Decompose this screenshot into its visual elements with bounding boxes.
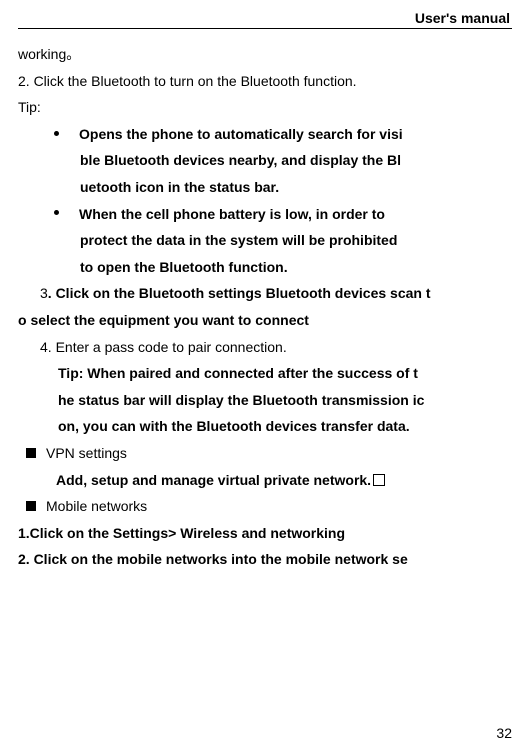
mobile-step-1b: Wireless and networking — [176, 525, 345, 541]
section-vpn: VPN settings — [18, 440, 512, 467]
mobile-step-1: 1.Click on the Settings> Wireless and ne… — [18, 520, 512, 547]
step-4: 4. Enter a pass code to pair connection. — [18, 334, 512, 361]
tip-paired: Tip: When paired and connected after the… — [18, 360, 512, 387]
vpn-title: VPN settings — [46, 445, 127, 461]
tip-bullet: When the cell phone battery is low, in o… — [18, 201, 512, 228]
tip-bullet-cont: protect the data in the system will be p… — [18, 227, 512, 254]
page-number: 32 — [496, 725, 512, 741]
step-3: 3. Click on the Bluetooth settings Bluet… — [18, 280, 512, 307]
placeholder-box-icon — [373, 474, 385, 486]
vpn-desc: Add, setup and manage virtual private ne… — [18, 467, 512, 494]
page-header: User's manual — [18, 10, 512, 28]
tip-text: When the cell phone battery is low, in o… — [79, 206, 385, 222]
body-line: working。 — [18, 41, 512, 68]
step-3-number: 3 — [40, 285, 48, 301]
mobile-title: Mobile networks — [46, 498, 147, 514]
bullet-dot-icon — [54, 210, 59, 215]
mobile-step-2: 2. Click on the mobile networks into the… — [18, 546, 512, 573]
step-3-text: . Click on the Bluetooth settings Blueto… — [48, 285, 431, 301]
square-bullet-icon — [26, 448, 36, 458]
vpn-desc-text: Add, setup and manage virtual private ne… — [56, 472, 371, 488]
tip-bullet-cont: ble Bluetooth devices nearby, and displa… — [18, 147, 512, 174]
bullet-dot-icon — [54, 131, 59, 136]
header-rule — [18, 28, 512, 29]
tip-text: Opens the phone to automatically search … — [79, 126, 403, 142]
tip-paired-cont: he status bar will display the Bluetooth… — [18, 387, 512, 414]
step-3-cont: o select the equipment you want to conne… — [18, 307, 512, 334]
body-line: 2. Click the Bluetooth to turn on the Bl… — [18, 68, 512, 95]
mobile-step-1a: 1.Click on the Settings> — [18, 525, 176, 541]
tip-bullet: Opens the phone to automatically search … — [18, 121, 512, 148]
body-line: Tip: — [18, 94, 512, 121]
tip-paired-cont: on, you can with the Bluetooth devices t… — [18, 413, 512, 440]
square-bullet-icon — [26, 501, 36, 511]
section-mobile: Mobile networks — [18, 493, 512, 520]
tip-bullet-cont: uetooth icon in the status bar. — [18, 174, 512, 201]
tip-bullet-cont: to open the Bluetooth function. — [18, 254, 512, 281]
